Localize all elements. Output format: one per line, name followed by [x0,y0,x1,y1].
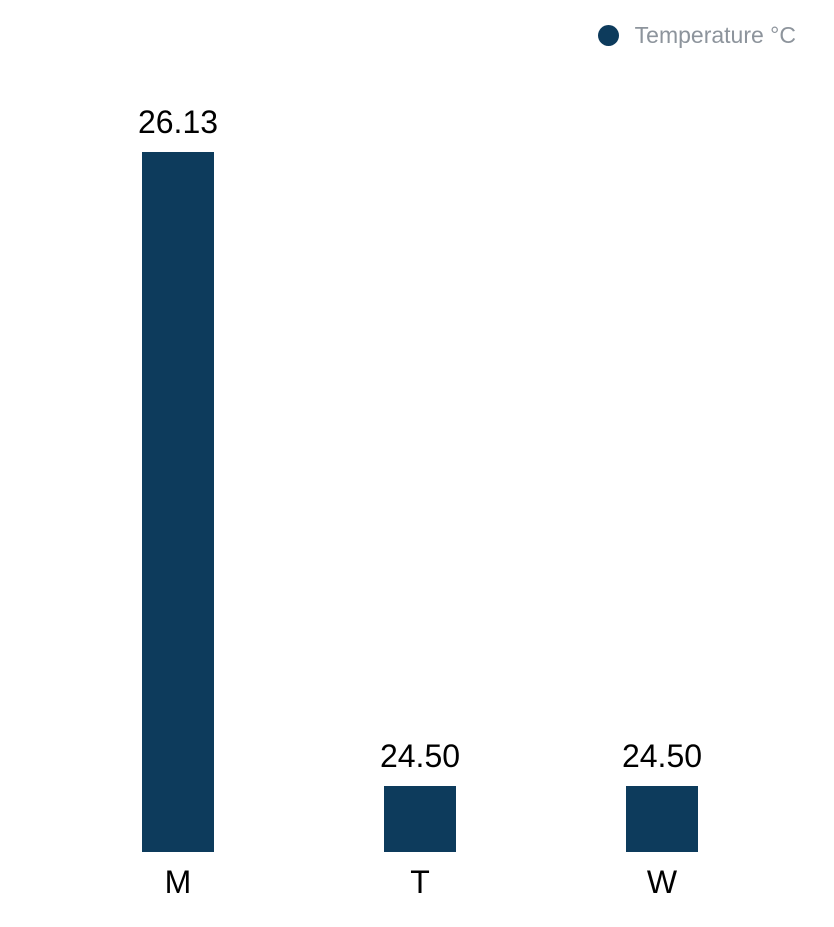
legend-marker-circle-icon [597,25,619,46]
category-label-W: W [646,864,678,900]
category-label-M: M [164,864,192,900]
value-label-M: 26.13 [137,104,219,140]
value-label-T: 24.50 [379,738,461,774]
legend-label: Temperature °C [634,22,796,48]
bar-M[interactable] [142,152,214,852]
bar-W[interactable] [626,786,698,852]
category-label-T: T [410,864,430,900]
bar-T[interactable] [384,786,456,852]
legend[interactable]: Temperature °C [597,22,796,48]
value-label-W: 24.50 [621,738,703,774]
